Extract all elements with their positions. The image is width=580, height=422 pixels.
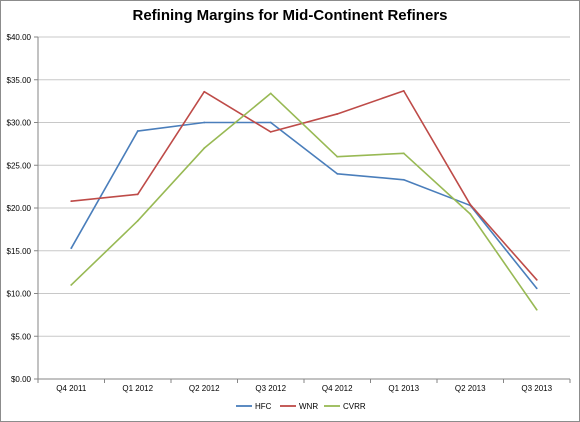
x-tick-label: Q2 2013	[455, 384, 486, 393]
data-point-cvrr	[402, 152, 405, 155]
x-axis-tick-labels: Q4 2011 Q1 2012 Q2 2012 Q3 2012 Q4 2012 Q1 20…	[56, 384, 552, 393]
legend: HFC WNR CVRR	[236, 402, 366, 411]
data-point-cvrr	[203, 147, 206, 150]
gridlines	[38, 36, 570, 337]
x-tick-label: Q2 2012	[189, 384, 220, 393]
legend-label-cvrr: CVRR	[343, 402, 366, 411]
data-point-cvrr	[469, 213, 472, 215]
data-point-wnr	[535, 278, 538, 281]
data-point-wnr	[469, 203, 472, 206]
y-tick-label: $40.00	[7, 33, 32, 42]
data-point-hfc	[70, 247, 73, 250]
x-tick-label: Q4 2011	[56, 384, 87, 393]
y-tick-label: $25.00	[7, 161, 32, 170]
data-point-hfc	[269, 121, 272, 124]
y-tick-label: $35.00	[7, 76, 32, 85]
x-tick-label: Q1 2013	[388, 384, 419, 393]
series-lines	[70, 89, 538, 311]
series-line-hfc	[70, 121, 538, 289]
data-point-cvrr	[535, 308, 538, 311]
data-point-hfc	[336, 172, 339, 175]
data-point-cvrr	[70, 284, 73, 286]
data-point-wnr	[70, 200, 73, 203]
x-tick-label: Q4 2012	[322, 384, 353, 393]
y-tick-label: $30.00	[7, 119, 32, 128]
x-tick-label: Q1 2012	[122, 384, 153, 393]
data-point-cvrr	[336, 155, 339, 158]
series-line-wnr	[71, 90, 538, 281]
data-point-wnr	[402, 89, 405, 92]
legend-label-wnr: WNR	[299, 402, 318, 411]
data-point-cvrr	[136, 219, 139, 222]
chart-title: Refining Margins for Mid-Continent Refin…	[132, 7, 448, 24]
data-point-hfc	[203, 121, 206, 124]
x-tick-label: Q3 2012	[255, 384, 286, 393]
series-line-cvrr	[70, 92, 538, 311]
data-point-cvrr	[269, 92, 272, 95]
x-tick-label: Q3 2013	[521, 384, 552, 393]
data-point-wnr	[203, 90, 206, 93]
data-point-wnr	[336, 113, 339, 115]
y-tick-label: $10.00	[7, 290, 32, 299]
y-tick-label: $15.00	[7, 247, 32, 256]
data-point-hfc	[402, 178, 405, 181]
y-axis-tick-labels: $0.00 $5.00 $10.00 $15.00 $20.00 $25.00 $30.00…	[7, 33, 32, 384]
axes	[34, 36, 571, 383]
data-point-wnr	[269, 131, 272, 133]
data-point-hfc	[535, 287, 538, 290]
y-tick-label: $5.00	[11, 332, 32, 341]
y-tick-label: $0.00	[11, 375, 32, 384]
legend-label-hfc: HFC	[255, 402, 272, 411]
data-point-wnr	[136, 193, 139, 196]
data-point-hfc	[136, 130, 139, 132]
y-tick-label: $20.00	[7, 204, 32, 213]
